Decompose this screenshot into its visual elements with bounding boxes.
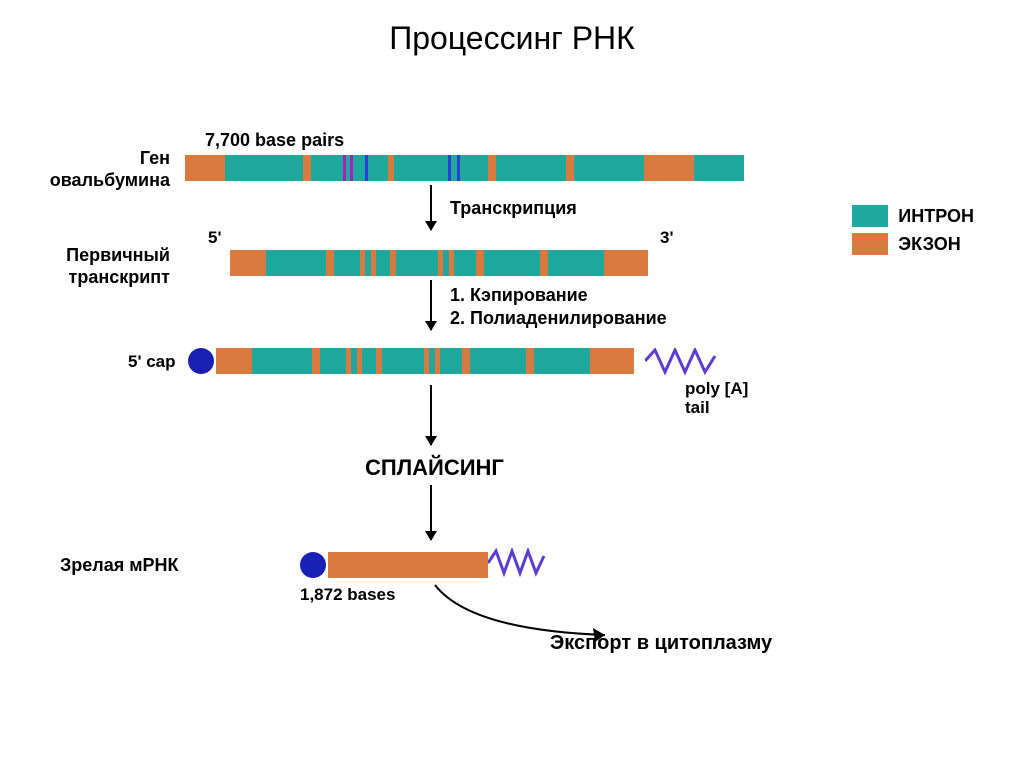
bar-segment xyxy=(454,250,476,276)
mature-bar xyxy=(328,552,488,578)
bar-segment xyxy=(488,155,496,181)
polya-tail-label: poly [A]tail xyxy=(685,380,748,417)
polya-label: 2. Полиаденилирование xyxy=(450,308,667,329)
capped-bar xyxy=(216,348,634,374)
cap-circle-icon xyxy=(188,348,214,374)
bar-segment xyxy=(484,250,540,276)
bar-segment xyxy=(644,155,694,181)
page-title: Процессинг РНК xyxy=(0,0,1024,57)
bar-segment xyxy=(604,250,648,276)
bar-segment xyxy=(540,250,548,276)
arrow-transcription xyxy=(430,185,432,230)
bar-segment xyxy=(326,250,334,276)
bar-segment xyxy=(303,155,311,181)
rna-processing-diagram: ИНТРОН ЭКЗОН Геновальбумина 7,700 base p… xyxy=(50,100,974,740)
cap-label: 5' cap xyxy=(128,352,176,372)
bar-segment xyxy=(548,250,604,276)
legend-label: ИНТРОН xyxy=(898,206,974,227)
bp-label: 7,700 base pairs xyxy=(205,130,344,151)
bar-segment xyxy=(311,155,343,181)
bar-segment xyxy=(476,250,484,276)
transcription-label: Транскрипция xyxy=(450,198,577,219)
arrow-splicing-1 xyxy=(430,385,432,445)
bar-segment xyxy=(266,250,326,276)
bar-segment xyxy=(574,155,644,181)
arrow-capping xyxy=(430,280,432,330)
legend: ИНТРОН ЭКЗОН xyxy=(852,205,974,261)
bar-segment xyxy=(320,348,346,374)
gene-bar xyxy=(185,155,744,181)
bar-segment xyxy=(396,250,438,276)
bar-segment xyxy=(470,348,526,374)
bar-segment xyxy=(376,250,390,276)
bar-segment xyxy=(496,155,566,181)
bar-segment xyxy=(590,348,634,374)
bar-segment xyxy=(694,155,744,181)
bar-segment xyxy=(394,155,448,181)
bar-segment xyxy=(382,348,424,374)
legend-swatch-intron xyxy=(852,205,888,227)
mature-label: Зрелая мРНК xyxy=(60,555,220,577)
zigzag-mature xyxy=(488,548,558,578)
legend-swatch-exon xyxy=(852,233,888,255)
bar-segment xyxy=(225,155,303,181)
splicing-label: СПЛАЙСИНГ xyxy=(365,455,504,481)
bar-segment xyxy=(252,348,312,374)
bar-segment xyxy=(368,155,388,181)
cap-circle-mature-icon xyxy=(300,552,326,578)
zigzag-polya xyxy=(645,348,725,378)
legend-label: ЭКЗОН xyxy=(898,234,961,255)
bar-segment xyxy=(328,552,488,578)
bar-segment xyxy=(460,155,488,181)
arrow-splicing-2 xyxy=(430,485,432,540)
bar-segment xyxy=(462,348,470,374)
bar-segment xyxy=(566,155,574,181)
bar-segment xyxy=(185,155,225,181)
bar-segment xyxy=(312,348,320,374)
primary-label: Первичныйтранскрипт xyxy=(40,245,170,288)
gene-label: Геновальбумина xyxy=(40,148,170,191)
capping-label: 1. Кэпирование xyxy=(450,285,588,306)
five-prime: 5' xyxy=(208,228,222,248)
legend-item-exon: ЭКЗОН xyxy=(852,233,974,255)
bar-segment xyxy=(216,348,252,374)
bar-segment xyxy=(334,250,360,276)
bar-segment xyxy=(440,348,462,374)
bar-segment xyxy=(353,155,365,181)
bar-segment xyxy=(362,348,376,374)
legend-item-intron: ИНТРОН xyxy=(852,205,974,227)
bases-label: 1,872 bases xyxy=(300,585,395,605)
export-label: Экспорт в цитоплазму xyxy=(550,632,772,655)
three-prime: 3' xyxy=(660,228,674,248)
primary-bar xyxy=(230,250,648,276)
bar-segment xyxy=(534,348,590,374)
bar-segment xyxy=(230,250,266,276)
bar-segment xyxy=(526,348,534,374)
